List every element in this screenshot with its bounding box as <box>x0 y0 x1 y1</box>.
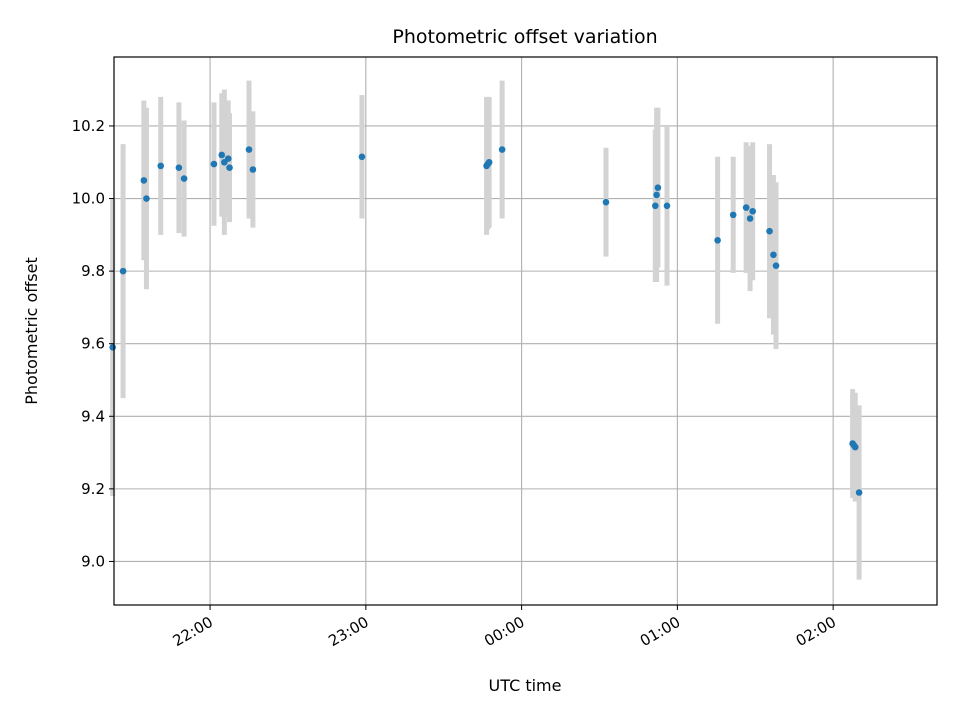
data-point <box>663 202 671 210</box>
y-tick-label: 9.8 <box>81 262 105 280</box>
y-axis-title: Photometric offset <box>22 257 41 405</box>
x-tick-label: 00:00 <box>481 613 527 650</box>
data-point <box>119 267 127 275</box>
x-tick-label: 01:00 <box>637 613 683 650</box>
y-tick-label: 9.4 <box>81 407 105 425</box>
data-point <box>851 443 859 451</box>
data-point <box>140 177 148 184</box>
data-point <box>855 489 863 496</box>
data-point <box>498 146 506 153</box>
data-points <box>109 146 863 496</box>
x-tick-label: 22:00 <box>170 613 216 650</box>
y-tick-label: 10.0 <box>72 190 105 208</box>
data-point <box>109 344 117 351</box>
y-tick-label: 9.6 <box>81 335 105 353</box>
data-point <box>652 202 659 210</box>
data-point <box>485 158 493 166</box>
data-point <box>602 198 610 206</box>
data-point <box>175 164 183 171</box>
data-point <box>157 162 165 170</box>
data-point <box>224 155 232 162</box>
data-point <box>143 195 150 202</box>
data-point <box>245 146 253 153</box>
data-point <box>210 160 218 168</box>
data-point <box>729 211 737 219</box>
data-point <box>772 262 780 269</box>
data-point <box>742 204 750 211</box>
data-point <box>746 215 754 222</box>
data-point <box>714 236 721 244</box>
chart-title: Photometric offset variation <box>392 26 657 48</box>
plot-frame <box>113 56 938 606</box>
x-tick-label: 02:00 <box>793 613 839 650</box>
data-point <box>653 191 660 199</box>
x-tick-label: 23:00 <box>325 613 371 650</box>
data-point <box>749 207 756 215</box>
data-point <box>249 166 257 173</box>
data-point <box>218 151 226 159</box>
data-point <box>180 175 188 182</box>
data-point <box>226 164 233 171</box>
y-tick-label: 9.2 <box>81 480 105 498</box>
ticks: 22:00 23:00 00:00 01:00 02:00 9.0 9.2 9.4 9.6 9.8… <box>72 117 840 650</box>
data-point <box>770 251 777 259</box>
y-tick-label: 9.0 <box>81 552 105 570</box>
data-point <box>766 227 773 235</box>
data-point <box>654 184 662 191</box>
grid <box>114 57 937 605</box>
data-point <box>358 153 366 161</box>
x-axis-title: UTC time <box>489 676 562 695</box>
y-tick-label: 10.2 <box>72 117 105 135</box>
